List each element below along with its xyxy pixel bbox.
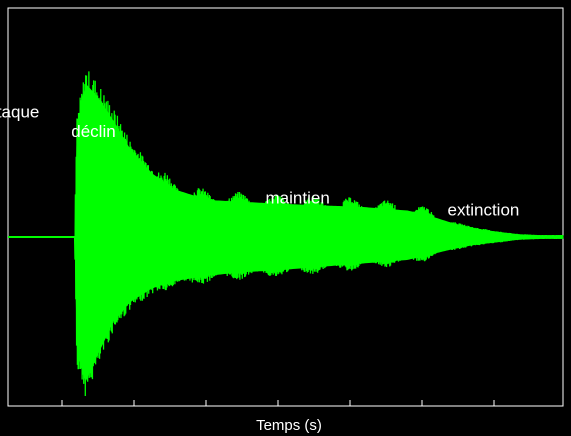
annotation-attaque: attaque: [0, 102, 39, 121]
annotation-maintien: maintien: [266, 189, 330, 208]
x-axis-label: Temps (s): [256, 417, 322, 434]
annotations: attaque déclin maintien extinction: [0, 102, 519, 219]
plot-frame: [7, 7, 564, 407]
annotation-extinction: extinction: [448, 200, 520, 219]
signal-waveform: [8, 71, 564, 397]
x-ticks: [61, 400, 495, 406]
waveform-group: [8, 71, 564, 397]
annotation-declin: déclin: [71, 122, 115, 141]
